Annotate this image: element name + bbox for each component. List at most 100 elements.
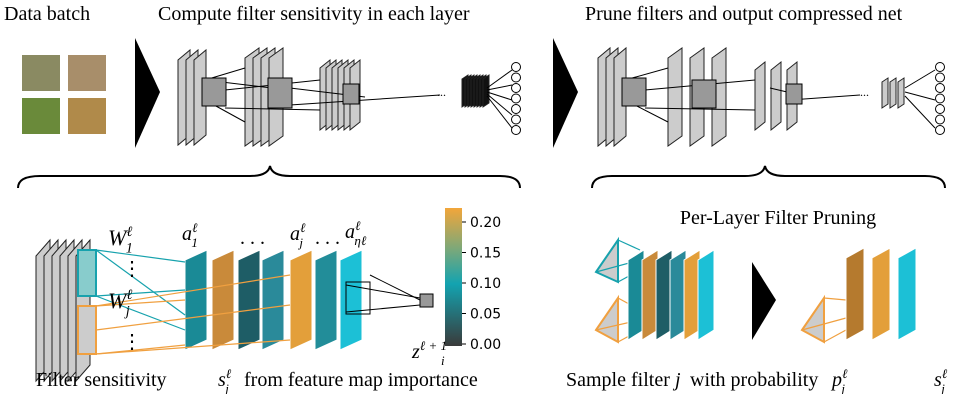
kernel xyxy=(692,80,716,108)
right-caption: Sample filter xyxy=(566,369,670,391)
connection xyxy=(370,275,420,300)
layer xyxy=(483,75,489,107)
colorbar-label: 0.05 xyxy=(470,307,501,323)
layer xyxy=(212,250,234,350)
neuron xyxy=(512,63,521,72)
connection xyxy=(905,70,935,88)
colorbar-label: 0.20 xyxy=(470,215,501,231)
math-base: p xyxy=(830,369,842,391)
connection xyxy=(905,96,935,128)
math-sup: ℓ + 1 xyxy=(420,338,447,353)
connection xyxy=(618,240,640,250)
neuron xyxy=(936,63,945,72)
activation-label: aℓ1 xyxy=(182,220,198,250)
neuron xyxy=(936,94,945,103)
neuron xyxy=(936,115,945,124)
layer xyxy=(882,78,888,108)
layer xyxy=(771,62,781,130)
kernel xyxy=(268,78,292,108)
neuron xyxy=(512,73,521,82)
math-sup: ℓ xyxy=(355,218,361,233)
math-base: z xyxy=(411,341,420,363)
data-batch-label: Data batch xyxy=(4,3,90,25)
caption-text: Filter sensitivity xyxy=(36,369,167,391)
connection xyxy=(487,92,512,100)
dots: . . . xyxy=(315,227,340,249)
neuron xyxy=(936,126,945,135)
math-sup: ℓ xyxy=(192,220,198,235)
caption-j: j xyxy=(672,369,681,391)
braces xyxy=(18,166,945,188)
colorbar xyxy=(445,208,462,346)
filter-outline xyxy=(596,298,618,342)
vdots: ⋮ xyxy=(122,258,142,280)
math-sup: ℓ xyxy=(126,287,132,303)
kernel xyxy=(202,78,226,106)
neuron xyxy=(936,84,945,93)
layer xyxy=(898,248,916,340)
layer xyxy=(890,78,896,108)
layer xyxy=(668,48,682,146)
caption-text: from feature map importance xyxy=(244,369,478,391)
kernel xyxy=(622,78,646,106)
connection xyxy=(905,92,935,100)
neuron xyxy=(512,115,521,124)
dots: . . . xyxy=(240,227,265,249)
filter-outline xyxy=(596,240,618,282)
output-label: zℓ + 1i xyxy=(411,338,447,368)
layer xyxy=(238,250,260,350)
math-sup: ℓ xyxy=(300,220,306,235)
math-sup: ℓ xyxy=(842,366,848,381)
layer xyxy=(698,250,714,340)
layer xyxy=(872,248,890,340)
layer xyxy=(898,78,904,108)
math-sup: ℓ xyxy=(126,224,132,240)
filter-outline xyxy=(802,298,824,342)
images xyxy=(22,55,106,134)
left-caption: Filter sensitivity xyxy=(36,369,167,391)
layer xyxy=(185,250,207,350)
connection xyxy=(824,330,846,342)
math-sub: 1 xyxy=(191,235,198,250)
colorbar-label: 0.10 xyxy=(470,276,501,292)
math-sup: ℓ xyxy=(226,366,232,381)
layer xyxy=(340,250,362,350)
layer xyxy=(846,248,864,340)
layer xyxy=(262,250,284,350)
math-sub: 1 xyxy=(126,241,133,257)
math-sub: i xyxy=(441,353,445,368)
kernel-blue xyxy=(78,250,96,296)
neuron xyxy=(512,94,521,103)
neuron xyxy=(512,84,521,93)
ellipsis: ... xyxy=(437,85,446,99)
math-sup: ℓ xyxy=(942,366,948,381)
math-sub: ηℓ xyxy=(354,233,366,248)
prune-label: Prune filters and output compressed net xyxy=(585,3,903,25)
neuron xyxy=(936,105,945,114)
layer xyxy=(290,250,312,350)
neuron xyxy=(512,105,521,114)
output-unit xyxy=(420,294,433,307)
caption-text: with probability xyxy=(690,369,818,391)
colorbar-label: 0.00 xyxy=(470,337,501,353)
layer xyxy=(755,62,765,130)
layer xyxy=(315,250,337,350)
connection xyxy=(824,298,846,300)
neuron xyxy=(512,126,521,135)
ellipsis: ... xyxy=(860,85,869,99)
kernel xyxy=(786,84,802,104)
pruning-title: Per-Layer Filter Pruning xyxy=(680,207,876,229)
vdots: ⋮ xyxy=(122,331,142,353)
figure: Data batch Compute filter sensitivity in… xyxy=(0,0,963,394)
kernel-orange xyxy=(78,306,96,354)
kernel xyxy=(343,84,359,104)
compute-label: Compute filter sensitivity in each layer xyxy=(158,3,470,25)
colorbar-label: 0.15 xyxy=(470,246,501,262)
neuron xyxy=(936,73,945,82)
